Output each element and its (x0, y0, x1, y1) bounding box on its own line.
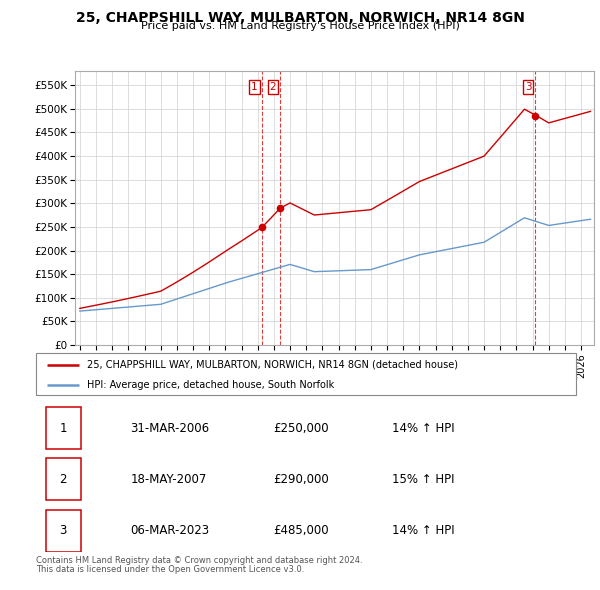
Text: 15% ↑ HPI: 15% ↑ HPI (392, 473, 455, 486)
Text: £485,000: £485,000 (274, 524, 329, 537)
Text: Contains HM Land Registry data © Crown copyright and database right 2024.: Contains HM Land Registry data © Crown c… (36, 556, 362, 565)
FancyBboxPatch shape (46, 510, 81, 552)
Text: 3: 3 (59, 524, 67, 537)
Text: 06-MAR-2023: 06-MAR-2023 (131, 524, 209, 537)
FancyBboxPatch shape (46, 407, 81, 450)
FancyBboxPatch shape (36, 353, 576, 395)
Text: HPI: Average price, detached house, South Norfolk: HPI: Average price, detached house, Sout… (88, 380, 335, 389)
Text: 2: 2 (269, 83, 276, 93)
Text: 25, CHAPPSHILL WAY, MULBARTON, NORWICH, NR14 8GN (detached house): 25, CHAPPSHILL WAY, MULBARTON, NORWICH, … (88, 360, 458, 370)
Text: 3: 3 (525, 83, 532, 93)
Text: 31-MAR-2006: 31-MAR-2006 (131, 422, 209, 435)
Text: £290,000: £290,000 (274, 473, 329, 486)
Text: 14% ↑ HPI: 14% ↑ HPI (392, 524, 455, 537)
Text: 1: 1 (251, 83, 258, 93)
Text: 14% ↑ HPI: 14% ↑ HPI (392, 422, 455, 435)
Text: 25, CHAPPSHILL WAY, MULBARTON, NORWICH, NR14 8GN: 25, CHAPPSHILL WAY, MULBARTON, NORWICH, … (76, 11, 524, 25)
FancyBboxPatch shape (46, 458, 81, 500)
Text: £250,000: £250,000 (274, 422, 329, 435)
Text: 18-MAY-2007: 18-MAY-2007 (131, 473, 207, 486)
Text: Price paid vs. HM Land Registry's House Price Index (HPI): Price paid vs. HM Land Registry's House … (140, 21, 460, 31)
Text: This data is licensed under the Open Government Licence v3.0.: This data is licensed under the Open Gov… (36, 565, 304, 573)
Text: 2: 2 (59, 473, 67, 486)
Text: 1: 1 (59, 422, 67, 435)
